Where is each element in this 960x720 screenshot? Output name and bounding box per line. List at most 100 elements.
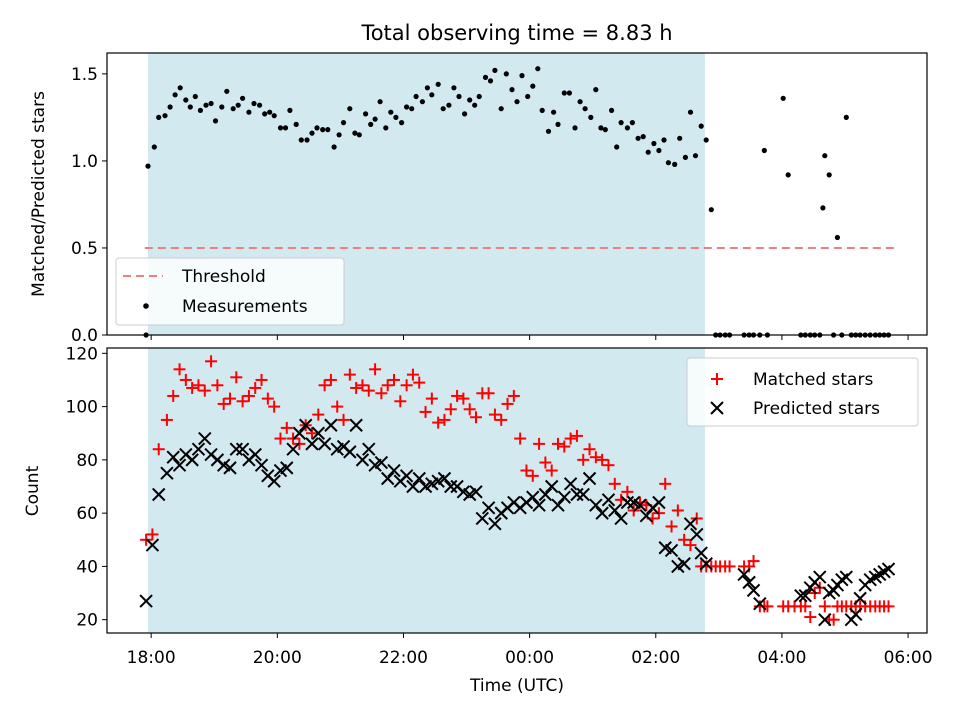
measurement-point — [519, 73, 525, 79]
matched-star-point — [413, 376, 426, 389]
predicted-star-point — [311, 426, 326, 440]
measurement-point — [340, 120, 347, 126]
measurement-point — [419, 99, 425, 105]
measurement-point — [145, 163, 151, 169]
predicted-star-point — [380, 471, 395, 486]
measurement-point — [230, 106, 236, 112]
matched-star-point — [552, 437, 564, 450]
measurement-point — [377, 99, 383, 105]
predicted-star-point — [387, 463, 401, 478]
predicted-star-point — [235, 442, 250, 456]
measurement-point — [309, 130, 315, 136]
predicted-star-point — [690, 527, 704, 542]
matched-star-point — [558, 440, 571, 453]
matched-star-point — [167, 389, 180, 402]
predicted-star-point — [475, 511, 490, 526]
predicted-star-point — [818, 612, 832, 627]
measurement-point — [614, 144, 620, 150]
measurement-point — [555, 121, 561, 127]
predicted-star-point — [601, 493, 616, 507]
plot-frame-bottom — [106, 347, 928, 634]
measurement-point — [602, 127, 608, 133]
predicted-star-point — [563, 477, 578, 491]
legend-measurements-label: Measurements — [182, 297, 308, 317]
measurement-point — [451, 85, 457, 91]
measurement-point — [187, 104, 193, 110]
predicted-star-point — [355, 453, 370, 467]
y-tick-label: 1.5 — [71, 65, 98, 85]
measurement-point — [476, 93, 482, 100]
measurement-point — [219, 104, 225, 110]
measurement-point — [383, 125, 389, 131]
matched-star-point — [495, 413, 508, 426]
matched-star-point — [152, 443, 165, 456]
measurement-point — [761, 147, 767, 154]
predicted-star-point — [639, 509, 654, 523]
matched-star-point — [318, 379, 331, 392]
matched-star-point — [312, 408, 325, 421]
measurement-point — [251, 100, 257, 107]
predicted-star-point — [595, 506, 609, 520]
measurement-point — [413, 93, 419, 100]
matched-star-point — [451, 389, 464, 402]
measurement-point — [535, 66, 541, 72]
measurement-point — [503, 71, 509, 77]
matched-star-point — [331, 400, 344, 413]
measurement-point — [240, 95, 246, 101]
matched-star-point — [602, 459, 615, 472]
measurement-point — [424, 85, 430, 91]
measurement-point — [582, 106, 588, 112]
matched-star-point — [280, 421, 293, 434]
measurement-point — [692, 153, 699, 159]
predicted-star-point — [699, 557, 713, 571]
measurement-point — [577, 99, 583, 105]
x-tick-label: 18:00 — [127, 648, 176, 668]
predicted-star-point — [753, 596, 767, 611]
measurement-point — [287, 107, 293, 113]
measurement-point — [167, 104, 173, 110]
measurement-point — [183, 97, 189, 103]
measurement-point — [609, 107, 615, 113]
matched-star-point — [394, 395, 407, 408]
predicted-star-point — [853, 591, 867, 606]
measurement-point — [404, 104, 410, 110]
measurement-point — [561, 90, 567, 96]
predicted-star-point — [683, 517, 698, 531]
matched-star-point — [799, 600, 812, 613]
count-points — [139, 355, 896, 627]
plot-frame-top — [106, 52, 928, 336]
measurement-point — [826, 172, 832, 178]
x-tick-label: 20:00 — [253, 648, 302, 668]
matched-star-point — [545, 464, 558, 477]
predicted-star-point — [223, 461, 237, 475]
predicted-star-point — [349, 418, 363, 432]
legend-box-top — [115, 257, 345, 326]
measurement-point — [151, 144, 157, 150]
measurement-point — [336, 132, 342, 138]
measurement-point — [572, 125, 578, 131]
measurement-point — [598, 125, 604, 131]
matched-star-point — [564, 432, 577, 445]
matched-star-point — [268, 400, 281, 413]
measurement-point — [331, 144, 337, 150]
predicted-star-point — [191, 442, 206, 456]
measurement-point — [708, 207, 714, 213]
measurement-point — [624, 125, 631, 131]
matched-star-point — [205, 355, 218, 368]
matched-star-point — [804, 611, 817, 624]
measurement-point — [429, 92, 435, 98]
measurement-point — [492, 67, 498, 73]
matched-star-point — [577, 453, 590, 466]
measurement-point — [682, 154, 689, 160]
predicted-star-point — [849, 607, 863, 622]
measurement-point — [530, 83, 536, 89]
measurement-point — [677, 135, 683, 141]
matched-star-point — [501, 397, 514, 410]
matched-star-point — [261, 392, 274, 405]
predicted-star-point — [406, 479, 420, 494]
predicted-star-point — [254, 458, 269, 472]
measurement-point — [785, 172, 791, 178]
predicted-star-point — [437, 471, 452, 486]
matched-star-point — [255, 373, 268, 386]
